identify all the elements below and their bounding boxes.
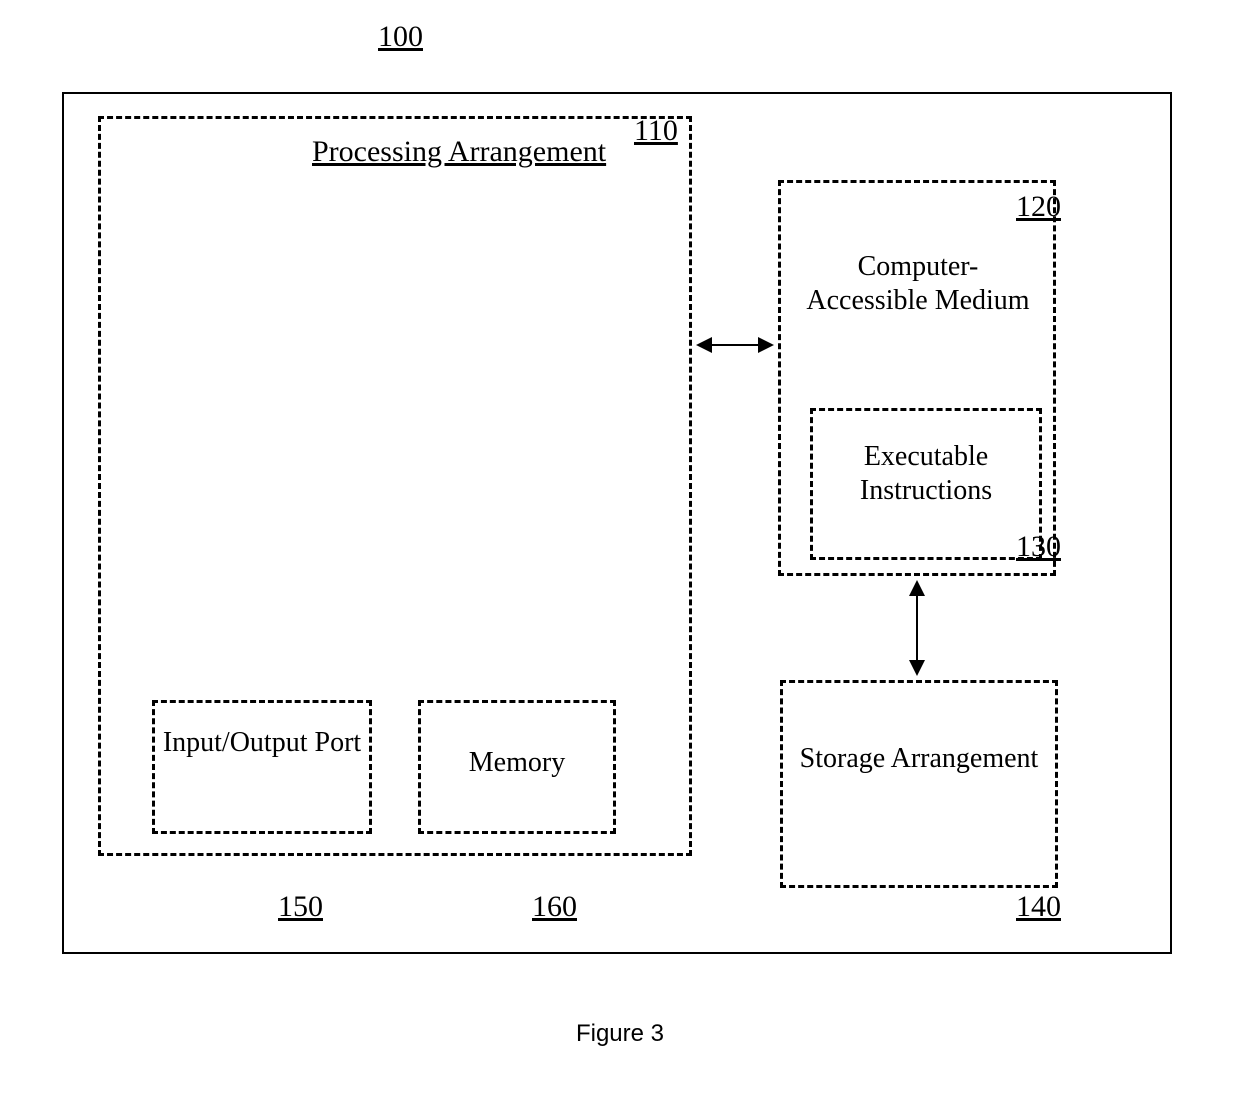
ref-medium: 120	[1016, 190, 1061, 224]
label-storage-text: Storage Arrangement	[800, 743, 1039, 774]
label-executable-instructions: Executable Instructions	[820, 440, 1032, 507]
ref-instructions: 130	[1016, 530, 1061, 564]
arrow-processing-medium	[698, 344, 772, 346]
label-processing-arrangement: Processing Arrangement	[312, 134, 606, 170]
ref-storage: 140	[1016, 890, 1061, 924]
ref-ioport: 150	[278, 890, 323, 924]
box-storage-arrangement	[780, 680, 1058, 888]
ref-processing: 110	[634, 114, 678, 148]
figure-caption: Figure 3	[0, 1020, 1240, 1049]
diagram-canvas: 100 Processing Arrangement 110 Computer-…	[0, 0, 1240, 1109]
label-ioport-text: Input/Output Port	[163, 727, 361, 758]
arrow-medium-storage	[916, 582, 918, 674]
ref-memory: 160	[532, 890, 577, 924]
box-io-port	[152, 700, 372, 834]
label-memory-text: Memory	[469, 747, 565, 778]
label-storage-arrangement: Storage Arrangement	[790, 742, 1048, 776]
label-instr-text: Executable Instructions	[860, 441, 992, 506]
label-memory: Memory	[428, 746, 606, 780]
label-computer-accessible-medium: Computer-Accessible Medium	[800, 250, 1036, 317]
ref-system: 100	[378, 20, 423, 54]
label-medium-text: Computer-Accessible Medium	[806, 251, 1029, 316]
label-io-port: Input/Output Port	[162, 726, 362, 760]
